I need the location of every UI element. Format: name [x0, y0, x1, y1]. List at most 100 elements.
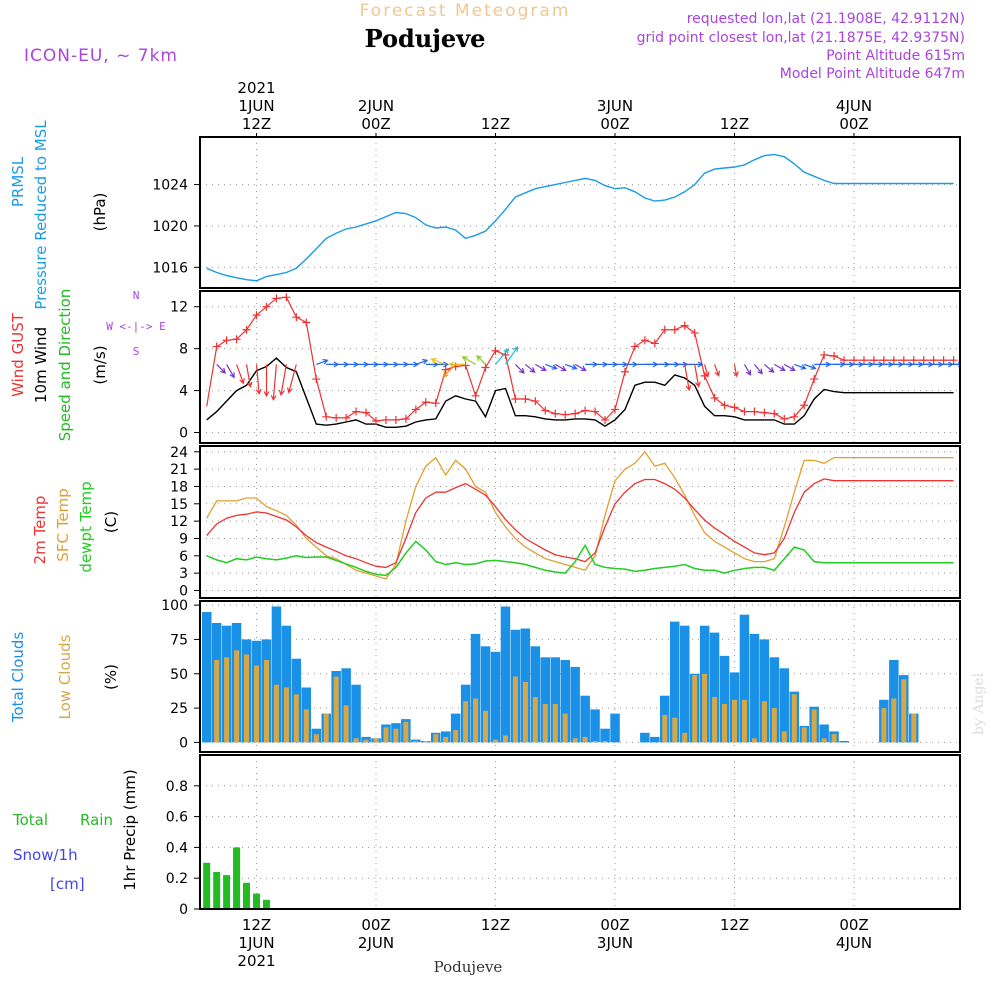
y-tick-label: 0	[179, 902, 188, 918]
y-tick-label: 3	[179, 566, 188, 582]
gust-marker	[859, 356, 868, 365]
wind-direction-arrow	[564, 363, 578, 370]
gust-marker	[620, 367, 629, 376]
y-tick-label: 0.6	[166, 810, 188, 826]
y-tick-label: 0	[179, 583, 188, 599]
gust-marker	[272, 294, 281, 303]
gust-marker	[760, 408, 769, 417]
gust-marker	[869, 356, 878, 365]
total-cloud-bar	[590, 709, 600, 743]
low-cloud-bar	[273, 684, 279, 743]
pressure-msl-label: Pressure Reduced to MSL	[32, 120, 50, 310]
wind-direction-arrow	[461, 356, 476, 365]
y-tick-label: 6	[179, 549, 188, 565]
top-time-label: 1JUN	[238, 97, 274, 115]
low-cloud-bar	[234, 650, 240, 743]
gust-marker	[541, 406, 550, 415]
low-cloud-bar	[672, 717, 678, 743]
wind-direction-arrow	[430, 357, 446, 365]
gust-marker	[670, 325, 679, 334]
footer-location: Podujeve	[434, 958, 503, 976]
gust-marker	[461, 361, 470, 370]
y-tick-label: 25	[170, 701, 188, 717]
low-cloud-bar	[801, 727, 807, 743]
wind-unit-label: (m/s)	[91, 345, 109, 384]
wind-direction-arrow	[435, 361, 450, 368]
total-cloud-bar	[610, 713, 620, 743]
gust-marker	[730, 403, 739, 412]
bottom-time-label: 2JUN	[358, 934, 394, 952]
panel-frame-wind	[199, 290, 961, 444]
y-tick-label: 12	[170, 514, 188, 530]
low-cloud-bar	[781, 731, 787, 743]
y-tick-label: 0	[179, 735, 188, 751]
chart-title: Forecast Meteogram	[360, 1, 571, 21]
gust-marker	[252, 311, 261, 320]
total-cloud-bar	[680, 625, 690, 743]
snow-label: Snow/1h	[13, 846, 78, 864]
total-cloud-bar	[709, 632, 720, 743]
y-tick-label: 75	[170, 632, 188, 648]
gust-marker	[640, 336, 649, 345]
compass-north: N	[133, 289, 140, 302]
gust-marker	[332, 413, 341, 422]
temp-2m-line	[206, 478, 954, 569]
compass-we: W <-|-> E	[106, 320, 166, 333]
rain-label: Rain	[80, 811, 113, 829]
bottom-time-label: 12Z	[481, 916, 510, 934]
bottom-time-label: 12Z	[242, 916, 271, 934]
wind-direction-arrow	[794, 363, 807, 370]
low-cloud-bar	[572, 738, 578, 743]
gust-marker	[342, 413, 351, 422]
gust-label: Wind GUST	[9, 312, 27, 397]
low-cloud-bar	[343, 705, 349, 743]
low-cloud-bar	[264, 660, 269, 743]
total-cloud-bar	[550, 657, 560, 743]
low-cloud-bar	[254, 665, 259, 743]
top-time-label: 2JUN	[358, 97, 394, 115]
y-tick-label: 0.2	[166, 871, 188, 887]
total-cloud-bar	[839, 741, 849, 743]
low-cloud-bar	[791, 694, 797, 743]
top-time-label: 00Z	[600, 115, 629, 133]
bottom-time-label: 00Z	[361, 916, 390, 934]
top-time-label: 00Z	[839, 115, 868, 133]
wind-direction-arrow	[753, 364, 763, 375]
wind-10m-line	[206, 357, 954, 428]
bottom-time-label: 3JUN	[597, 934, 633, 952]
total-cloud-bar	[480, 646, 491, 743]
top-time-label: 12Z	[481, 115, 510, 133]
temp-sfc-label: SFC Temp	[54, 488, 72, 561]
clouds-unit-label: (%)	[102, 664, 120, 690]
low-cloud-bar	[363, 739, 369, 743]
total-cloud-bar	[202, 612, 212, 743]
wind-direction-arrow	[703, 364, 710, 378]
low-cloud-bar	[283, 687, 289, 743]
total-cloud-bar	[779, 668, 789, 743]
wind-direction-arrow	[684, 364, 692, 392]
low-cloud-bar	[463, 701, 469, 743]
y-tick-label: 24	[170, 445, 188, 461]
low-cloud-bar	[244, 654, 249, 743]
low-cloud-bar	[901, 679, 907, 743]
y-tick-label: 50	[170, 667, 188, 683]
top-time-label: 3JUN	[597, 97, 633, 115]
low-cloud-bar	[224, 657, 230, 743]
gust-marker	[471, 391, 480, 400]
wind-10m-label: 10m Wind	[32, 327, 50, 403]
gust-marker	[212, 342, 221, 351]
low-cloud-bar	[473, 698, 479, 743]
wind-direction-arrow	[287, 364, 297, 394]
gust-marker	[929, 356, 938, 365]
panel-frame-temperature	[199, 445, 961, 599]
direction-label: Speed and Direction	[56, 289, 74, 442]
total-cloud-bar	[540, 657, 550, 743]
y-tick-label: 8	[179, 342, 188, 358]
wind-direction-arrow	[784, 363, 796, 372]
gust-marker	[650, 339, 659, 348]
gust-marker	[421, 398, 430, 407]
wind-direction-arrow	[554, 363, 567, 372]
y-tick-label: 1024	[152, 178, 188, 194]
pressure-line	[206, 153, 954, 282]
bottom-time-label: 00Z	[839, 916, 868, 934]
